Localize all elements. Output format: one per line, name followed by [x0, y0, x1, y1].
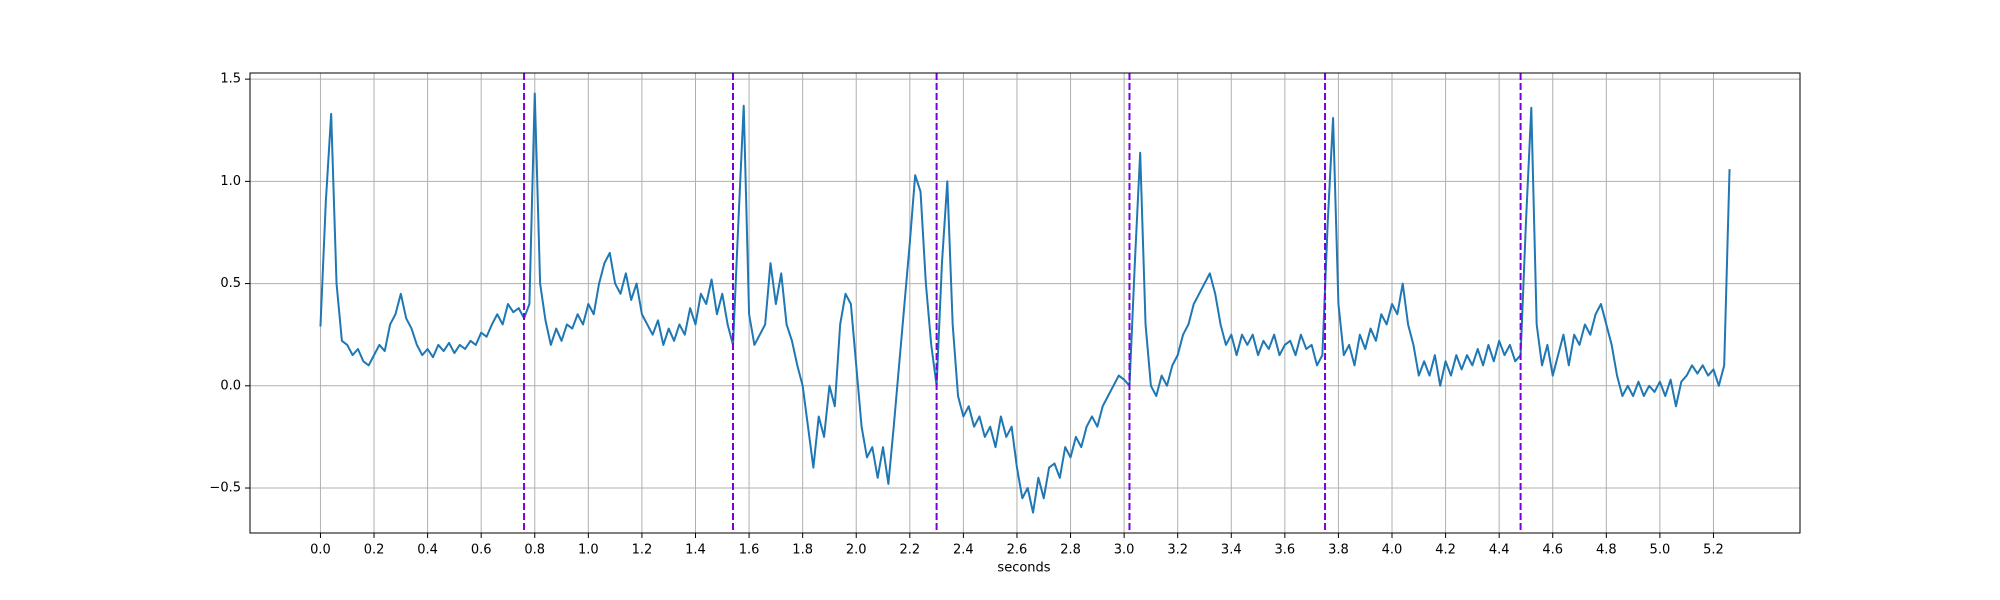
x-tick-label: 3.0	[1114, 543, 1135, 558]
y-tick-label: 0.0	[220, 378, 241, 393]
y-tick-label: 1.0	[220, 174, 241, 189]
x-tick-label: 0.6	[471, 543, 492, 558]
x-tick-label: 4.8	[1596, 543, 1617, 558]
x-tick-label: 3.4	[1221, 543, 1242, 558]
x-tick-label: 0.4	[417, 543, 438, 558]
x-tick-label: 4.6	[1542, 543, 1563, 558]
x-tick-label: 2.0	[846, 543, 867, 558]
x-tick-label: 1.0	[578, 543, 599, 558]
x-tick-label: 0.0	[310, 543, 331, 558]
y-tick-label: 0.5	[220, 276, 241, 291]
x-tick-label: 1.4	[685, 543, 706, 558]
x-tick-label: 4.0	[1382, 543, 1403, 558]
x-tick-label: 2.8	[1060, 543, 1081, 558]
x-tick-label: 1.2	[632, 543, 653, 558]
plot-frame	[249, 72, 1801, 534]
x-tick-label: 1.6	[739, 543, 760, 558]
signal-line	[319, 92, 1731, 514]
x-tick-label: 3.8	[1328, 543, 1349, 558]
x-tick-label: 4.2	[1435, 543, 1456, 558]
x-tick-label: 5.2	[1703, 543, 1724, 558]
x-tick-label: 1.8	[792, 543, 813, 558]
x-tick-label: 3.2	[1167, 543, 1188, 558]
x-tick-label: 2.4	[953, 543, 974, 558]
x-tick-label: 3.6	[1275, 543, 1296, 558]
x-tick-label: 4.4	[1489, 543, 1510, 558]
x-axis-label: seconds	[997, 561, 1050, 576]
x-tick-label: 2.6	[1007, 543, 1028, 558]
y-tick-label: 1.5	[220, 72, 241, 87]
y-tick-label: −0.5	[209, 481, 241, 496]
x-tick-label: 0.8	[524, 543, 545, 558]
x-tick-label: 2.2	[899, 543, 920, 558]
x-tick-label: 0.2	[364, 543, 385, 558]
x-tick-label: 5.0	[1650, 543, 1671, 558]
